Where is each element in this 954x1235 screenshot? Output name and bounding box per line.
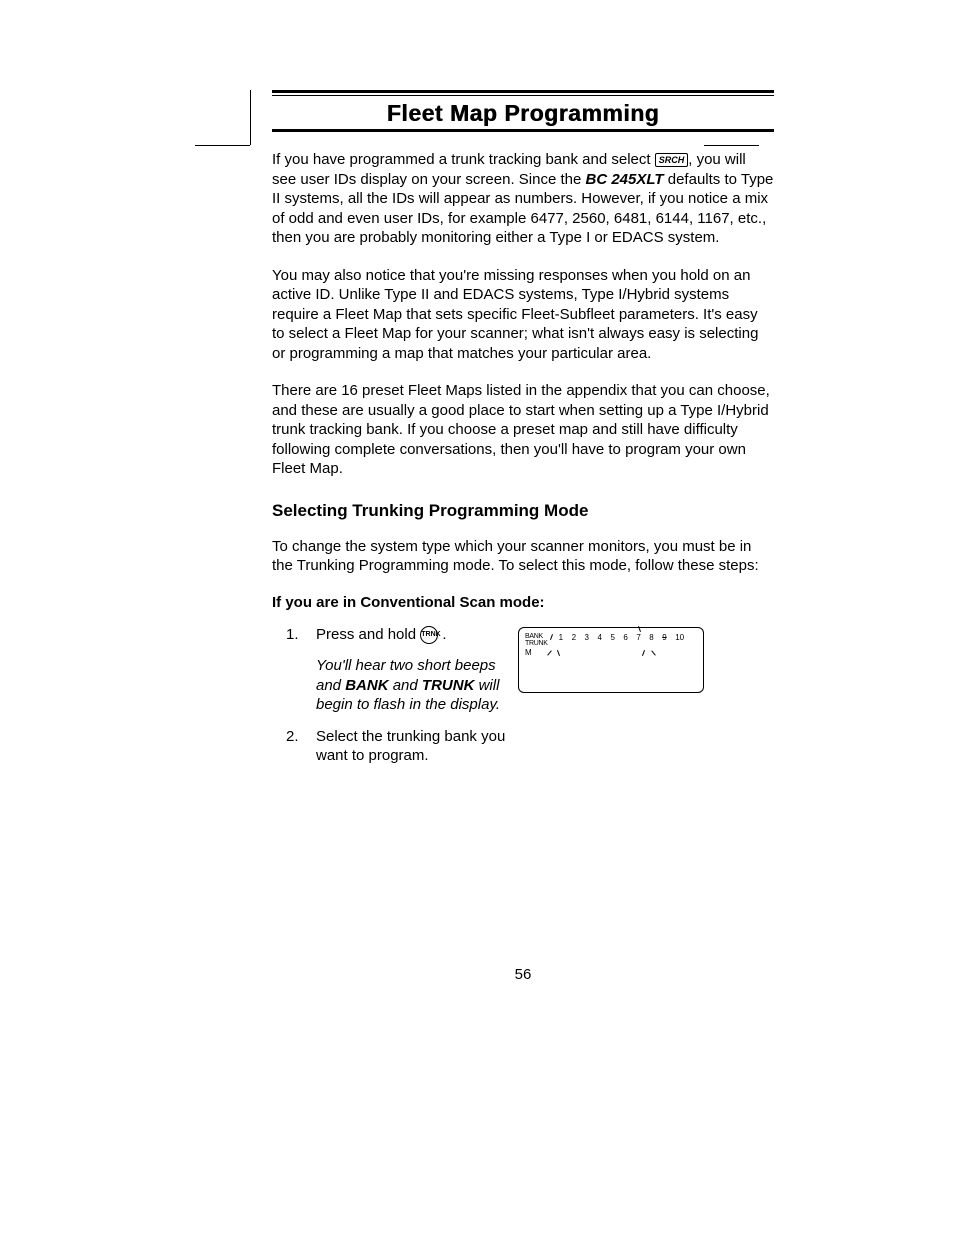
paragraph-1: If you have programmed a trunk tracking … xyxy=(272,150,774,248)
lcd-bank-numbers: 1 2 3 4 5 6 7 8 9 10 xyxy=(559,633,684,642)
lcd-bank-label: BANK xyxy=(525,633,548,640)
lcd-trunk-label: TRUNK xyxy=(525,640,548,647)
step-1-note: You'll hear two short beeps and BANK and… xyxy=(316,656,512,715)
step-2-number: 2. xyxy=(272,727,316,747)
flash-tick-icon xyxy=(546,649,553,656)
flash-tick-icon xyxy=(650,649,657,656)
conventional-mode-label: If you are in Conventional Scan mode: xyxy=(272,594,774,611)
step-1-text: Press and hold xyxy=(316,626,420,643)
page-number: 56 xyxy=(272,966,774,983)
flash-tick-icon xyxy=(548,633,555,640)
flash-tick-icon xyxy=(640,649,647,656)
step-2-text: Select the trunking bank you want to pro… xyxy=(316,727,512,766)
step-1-after: . xyxy=(438,626,446,643)
model-name: BC 245XLT xyxy=(586,171,664,188)
bank-bold: BANK xyxy=(345,677,388,694)
step-1-number: 1. xyxy=(272,625,316,645)
flash-tick-icon xyxy=(636,625,643,632)
title-rule-bottom xyxy=(272,129,774,132)
trnk-button-icon: TRNK xyxy=(420,626,438,644)
lcd-m-label: M xyxy=(525,648,532,657)
flash-tick-icon xyxy=(555,649,562,656)
page-title: Fleet Map Programming xyxy=(272,100,774,127)
para1-a: If you have programmed a trunk tracking … xyxy=(272,151,655,168)
paragraph-2: You may also notice that you're missing … xyxy=(272,266,774,364)
step-1: 1. Press and hold TRNK . You'll hear two… xyxy=(272,625,512,715)
title-rule-top xyxy=(272,90,774,96)
sub-paragraph: To change the system type which your sca… xyxy=(272,537,774,576)
lcd-display: BANK TRUNK 1 2 3 4 5 6 7 8 9 10 xyxy=(518,627,704,693)
paragraph-3: There are 16 preset Fleet Maps listed in… xyxy=(272,381,774,479)
trunk-bold: TRUNK xyxy=(422,677,475,694)
subheading: Selecting Trunking Programming Mode xyxy=(272,501,774,521)
step-2: 2. Select the trunking bank you want to … xyxy=(272,727,512,766)
srch-button-icon: SRCH xyxy=(655,153,689,167)
